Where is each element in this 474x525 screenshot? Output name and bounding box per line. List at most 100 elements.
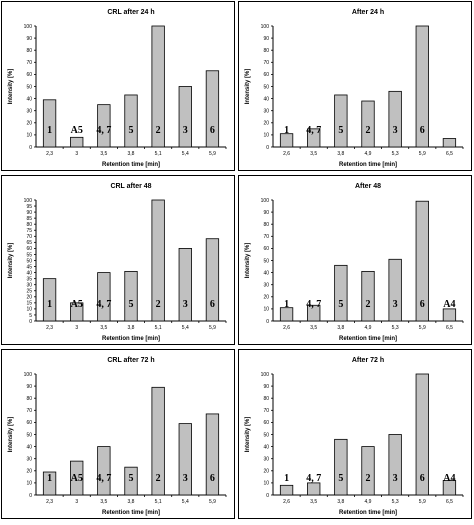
y-tick-label: 0 (266, 145, 269, 151)
bar (361, 446, 375, 496)
bar (178, 86, 192, 148)
y-tick-label: 90 (263, 36, 269, 42)
y-tick-label: 100 (24, 24, 33, 30)
y-tick-label: 10 (263, 481, 269, 487)
x-tick-label: 2,6 (283, 499, 290, 505)
y-tick-label: 30 (263, 109, 269, 115)
y-tick-label: 60 (263, 72, 269, 78)
y-tick-label: 50 (26, 432, 32, 438)
y-axis-label: Intensity [%] (8, 69, 14, 105)
bar (178, 423, 192, 496)
y-tick-label: 40 (263, 444, 269, 450)
bar (334, 94, 348, 148)
x-tick-label: 5,3 (392, 325, 399, 331)
x-tick-label: 5,9 (209, 151, 216, 157)
chart-title: After 48 (355, 183, 381, 190)
bar-chart: CRL after 24 h 0 10 20 30 40 50 60 70 80 90 100 Inte… (8, 9, 227, 168)
bar-label: 6 (210, 299, 215, 310)
bar-label: 6 (210, 473, 215, 484)
y-tick-label: 90 (26, 36, 32, 42)
y-tick-label: 50 (263, 432, 269, 438)
bar-label: A5 (71, 473, 83, 484)
x-tick-label: 5,9 (209, 499, 216, 505)
bar-label: 6 (210, 125, 215, 136)
x-tick-label: 2,3 (46, 325, 53, 331)
y-tick-label: 0 (29, 319, 32, 325)
x-tick-label: 5,1 (155, 499, 162, 505)
x-tick-label: 3,8 (337, 325, 344, 331)
bar-label: 1 (47, 473, 52, 484)
y-tick-label: 90 (263, 210, 269, 216)
bar-label: A5 (71, 125, 83, 136)
y-axis-label: Intensity [%] (245, 417, 251, 453)
y-tick-label: 30 (26, 457, 32, 463)
y-tick-label: 70 (263, 234, 269, 240)
bar-label: 3 (393, 473, 398, 484)
y-tick-label: 15 (26, 301, 32, 307)
x-tick-label: 3,8 (128, 499, 135, 505)
x-axis-label: Retention time [min] (102, 510, 160, 516)
bar (124, 270, 138, 322)
y-tick-label: 30 (26, 283, 32, 289)
y-tick-label: 55 (26, 252, 32, 258)
bar-chart: CRL after 72 h 0 10 20 30 40 50 60 70 80 90 100 Inte… (8, 357, 227, 516)
bar-label: 5 (338, 473, 343, 484)
x-axis-label: Retention time [min] (102, 336, 160, 342)
bar (97, 104, 111, 148)
bar-label: 2 (156, 473, 161, 484)
x-tick-label: 5,1 (155, 325, 162, 331)
bar (442, 308, 457, 322)
bar-label: 1 (284, 473, 289, 484)
x-tick-label: 6,5 (446, 499, 453, 505)
x-tick-label: 3 (75, 151, 78, 157)
bar (307, 482, 321, 496)
y-tick-label: 40 (263, 270, 269, 276)
bar (205, 238, 220, 322)
bar-label: A4 (443, 473, 455, 484)
y-tick-label: 10 (263, 133, 269, 139)
bar (415, 373, 429, 496)
bar-label: 5 (129, 299, 134, 310)
y-tick-label: 100 (261, 198, 270, 204)
bar-label: A4 (443, 299, 455, 310)
y-tick-label: 20 (26, 469, 32, 475)
x-tick-label: 3,8 (128, 151, 135, 157)
y-tick-label: 25 (26, 289, 32, 295)
y-axis-label: Intensity [%] (245, 69, 251, 105)
x-tick-label: 5,3 (392, 151, 399, 157)
y-tick-label: 70 (26, 234, 32, 240)
bar (388, 90, 402, 148)
y-tick-label: 30 (263, 283, 269, 289)
y-tick-label: 35 (26, 276, 32, 282)
bar-label: A5 (71, 299, 83, 310)
bar-chart: After 72 h 0 10 20 30 40 50 60 70 80 90 100 Intensit… (245, 357, 464, 516)
bar (279, 484, 294, 496)
bar-label: 3 (183, 299, 188, 310)
bar-label: 3 (393, 299, 398, 310)
chart-panel-1: CRL after 24 h 0 10 20 30 40 50 60 70 80 90 100 Inte… (1, 1, 235, 171)
y-tick-label: 95 (26, 204, 32, 210)
bar (151, 25, 165, 148)
y-tick-label: 85 (26, 216, 32, 222)
bar (388, 434, 402, 496)
bar-label: 2 (366, 299, 371, 310)
x-tick-label: 3,8 (337, 499, 344, 505)
bar (442, 480, 457, 496)
y-tick-label: 80 (263, 222, 269, 228)
x-tick-label: 2,6 (283, 151, 290, 157)
bar-label: 6 (420, 473, 425, 484)
bar (42, 99, 57, 148)
y-tick-label: 10 (26, 307, 32, 313)
bar (334, 438, 348, 496)
y-tick-label: 90 (26, 384, 32, 390)
y-tick-label: 70 (263, 408, 269, 414)
y-tick-label: 10 (26, 481, 32, 487)
y-tick-label: 45 (26, 264, 32, 270)
x-axis-label: Retention time [min] (339, 510, 397, 516)
x-tick-label: 6,5 (446, 325, 453, 331)
y-tick-label: 80 (263, 396, 269, 402)
chart-title: CRL after 24 h (107, 9, 154, 16)
bar-label: 2 (366, 125, 371, 136)
x-tick-label: 5,3 (392, 499, 399, 505)
